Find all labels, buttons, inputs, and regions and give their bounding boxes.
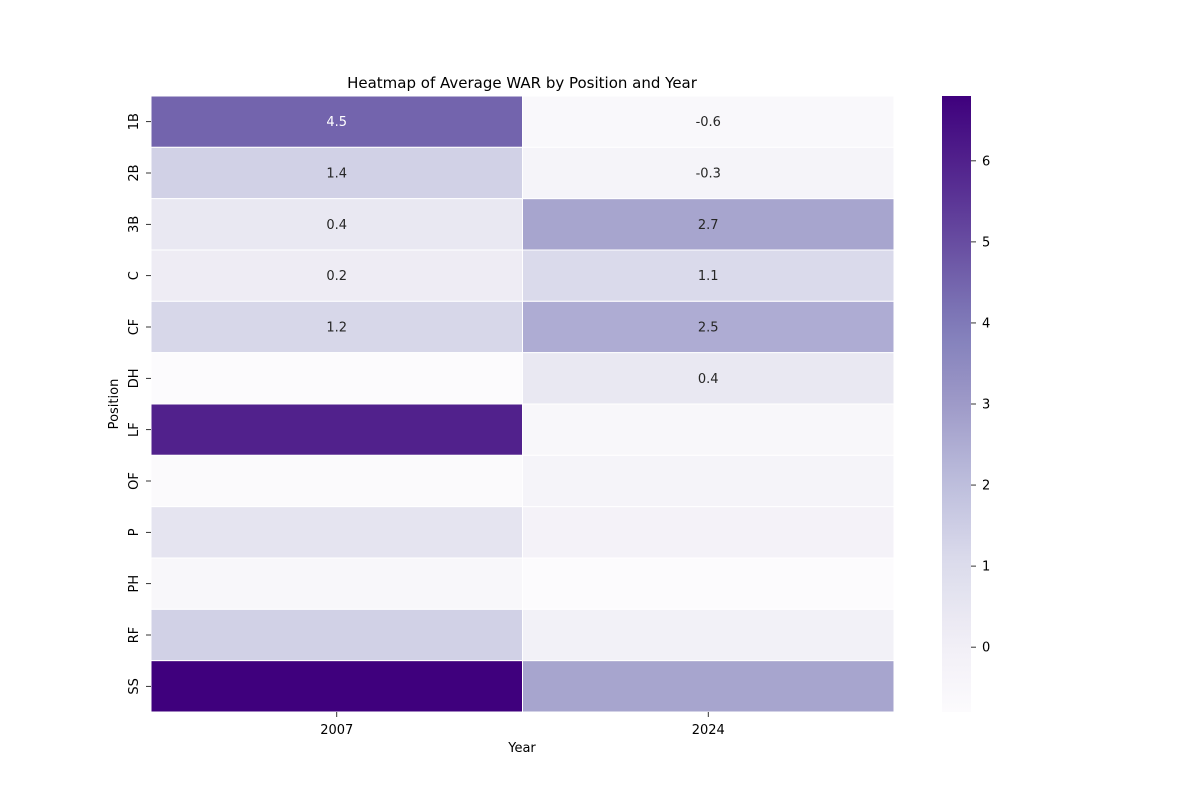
y-tick-label: 1B [127, 113, 142, 130]
y-tick-label: SS [127, 678, 142, 695]
heatmap-cell-p-2007 [150, 506, 523, 559]
y-tick-label: RF [127, 627, 142, 644]
colorbar-ticks: 0 1 2 3 4 5 6 [971, 154, 990, 656]
x-tick-label: 2007 [320, 723, 353, 738]
y-tick-label: P [127, 528, 142, 536]
heatmap-cell-rf-2007 [150, 608, 523, 662]
chart-title: Heatmap of Average WAR by Position and Y… [347, 74, 698, 92]
heatmap-cell-ss-2007 [150, 660, 523, 713]
y-tick-label: PH [127, 575, 142, 593]
heatmap-cell-ph-2024 [522, 557, 895, 610]
y-tick-label: 3B [127, 216, 142, 233]
heatmap-cell-p-2024 [522, 506, 895, 559]
colorbar [942, 96, 971, 712]
cell-label: -0.3 [696, 167, 721, 182]
colorbar-tick-label: 0 [982, 641, 990, 656]
cell-label: 1.1 [698, 269, 719, 284]
cell-label: 4.5 [326, 115, 347, 130]
heatmap-cell-labels: 4.5 -0.6 1.4 -0.3 0.4 2.7 0.2 1.1 1.2 2.5 0.4 [326, 115, 721, 387]
y-tick-label: C [127, 271, 142, 280]
heatmap-cell-dh-2007 [150, 352, 523, 405]
cell-label: 0.2 [326, 269, 347, 284]
y-axis-ticks: 1B 2B 3B C CF DH LF OF P PH RF SS [127, 113, 151, 695]
cell-label: 1.2 [326, 321, 347, 336]
cell-label: 0.4 [698, 372, 719, 387]
colorbar-tick-label: 2 [982, 479, 990, 494]
heatmap-cell-c-2024 [522, 249, 895, 302]
heatmap-cell-2b-2007 [150, 146, 523, 200]
heatmap-cell-rf-2024 [522, 608, 895, 662]
colorbar-tick-label: 3 [982, 398, 990, 413]
heatmap-cell-3b-2007 [150, 198, 523, 251]
colorbar-tick-label: 4 [982, 316, 990, 331]
y-tick-label: CF [127, 319, 142, 336]
colorbar-tick-label: 6 [982, 154, 990, 169]
colorbar-tick-label: 1 [982, 560, 990, 575]
x-axis-label: Year [507, 741, 536, 756]
y-tick-label: 2B [127, 164, 142, 181]
cell-label: 2.7 [698, 218, 719, 233]
heatmap-cells [150, 95, 895, 713]
heatmap-cell-3b-2024 [522, 198, 895, 251]
heatmap-cell-cf-2024 [522, 300, 895, 354]
heatmap-cell-lf-2024 [522, 403, 895, 456]
y-axis-label: Position [107, 379, 122, 430]
heatmap-cell-1b-2024 [522, 95, 895, 148]
cell-label: 0.4 [326, 218, 347, 233]
heatmap-cell-ph-2007 [150, 557, 523, 610]
heatmap-cell-of-2007 [150, 454, 523, 508]
heatmap-cell-ss-2024 [522, 660, 895, 713]
x-tick-label: 2024 [692, 723, 725, 738]
x-axis-ticks: 2007 2024 [320, 712, 725, 738]
y-tick-label: DH [127, 368, 142, 388]
y-tick-label: OF [127, 472, 142, 490]
cell-label: -0.6 [696, 115, 721, 130]
cell-label: 2.5 [698, 321, 719, 336]
heatmap-cell-of-2024 [522, 454, 895, 508]
colorbar-tick-label: 5 [982, 235, 990, 250]
heatmap-cell-2b-2024 [522, 146, 895, 200]
cell-label: 1.4 [326, 167, 347, 182]
y-tick-label: LF [127, 422, 142, 437]
heatmap-cell-1b-2007 [150, 95, 523, 148]
heatmap-cell-lf-2007 [150, 403, 523, 456]
heatmap-cell-dh-2024 [522, 352, 895, 405]
